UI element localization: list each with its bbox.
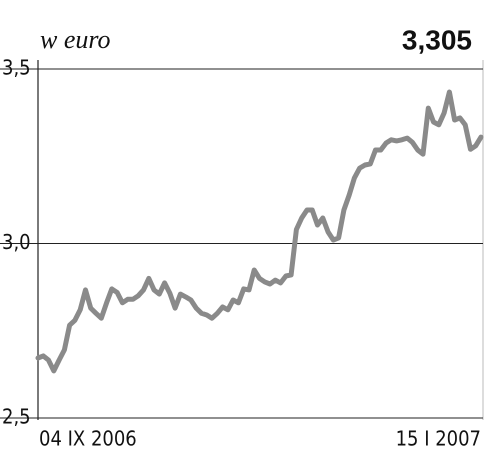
y-tick-label: 3,0 — [2, 230, 31, 254]
x-tick-label: 04 IX 2006 — [39, 427, 137, 451]
chart-title: w euro — [40, 25, 111, 54]
x-tick-label: 15 I 2007 — [396, 427, 481, 451]
price-line — [35, 89, 484, 374]
headline-value: 3,305 — [402, 24, 472, 55]
y-tick-label: 2,5 — [2, 405, 31, 429]
y-tick-label: 3,5 — [2, 56, 31, 80]
